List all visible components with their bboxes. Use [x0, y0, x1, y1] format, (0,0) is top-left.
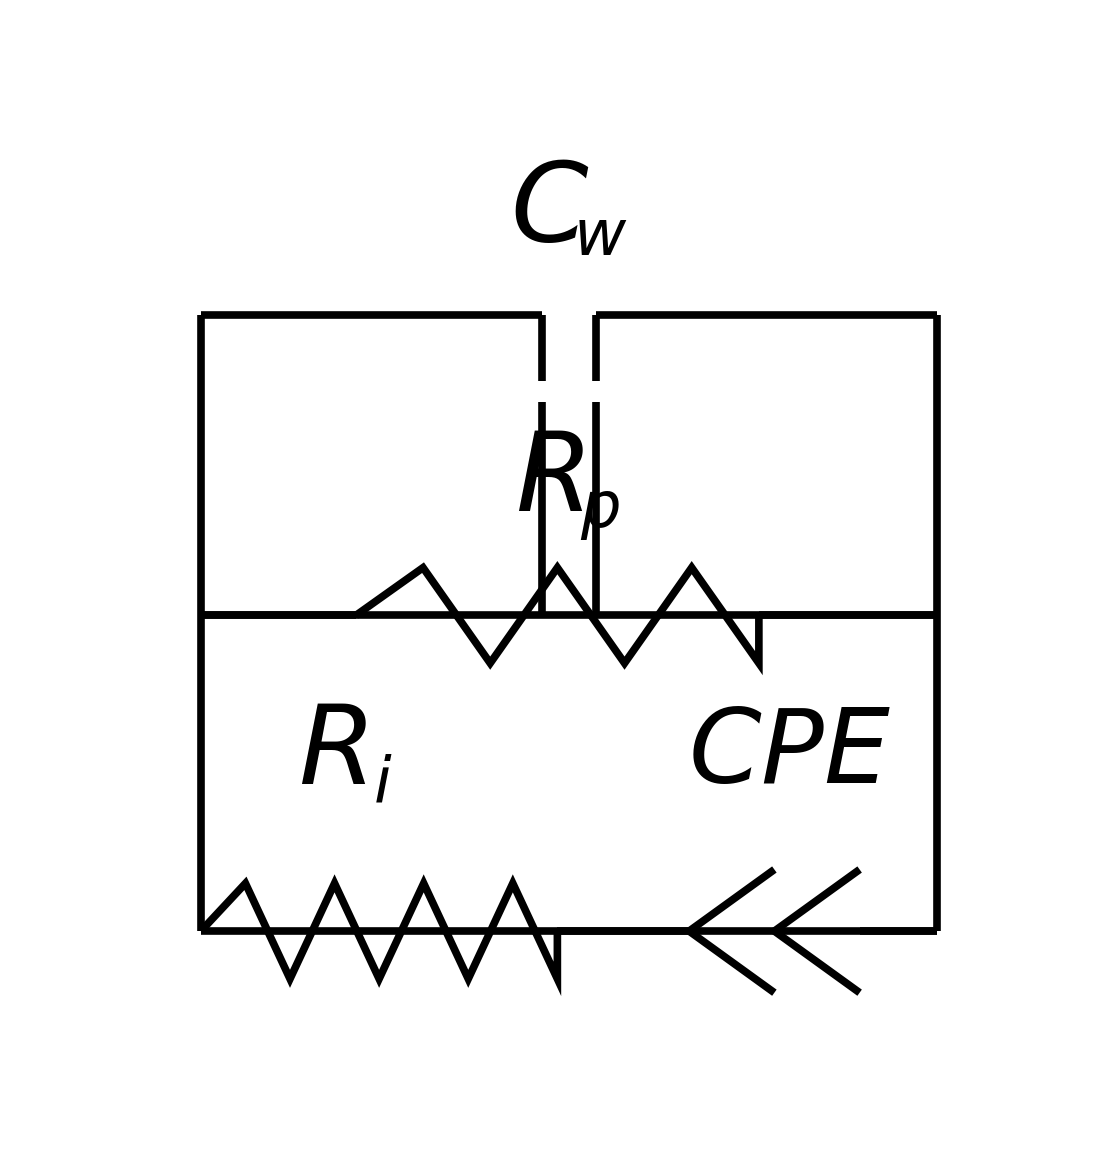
Text: $\mathit{R}$: $\mathit{R}$ — [298, 700, 367, 807]
Text: $\mathit{R}$: $\mathit{R}$ — [516, 427, 584, 535]
Text: $\mathit{w}$: $\mathit{w}$ — [573, 207, 627, 269]
Text: $\mathit{C}$: $\mathit{C}$ — [510, 158, 589, 264]
Text: $\mathit{p}$: $\mathit{p}$ — [580, 481, 620, 543]
Text: $\mathit{i}$: $\mathit{i}$ — [373, 754, 392, 815]
Text: $\mathit{CPE}$: $\mathit{CPE}$ — [689, 704, 891, 805]
